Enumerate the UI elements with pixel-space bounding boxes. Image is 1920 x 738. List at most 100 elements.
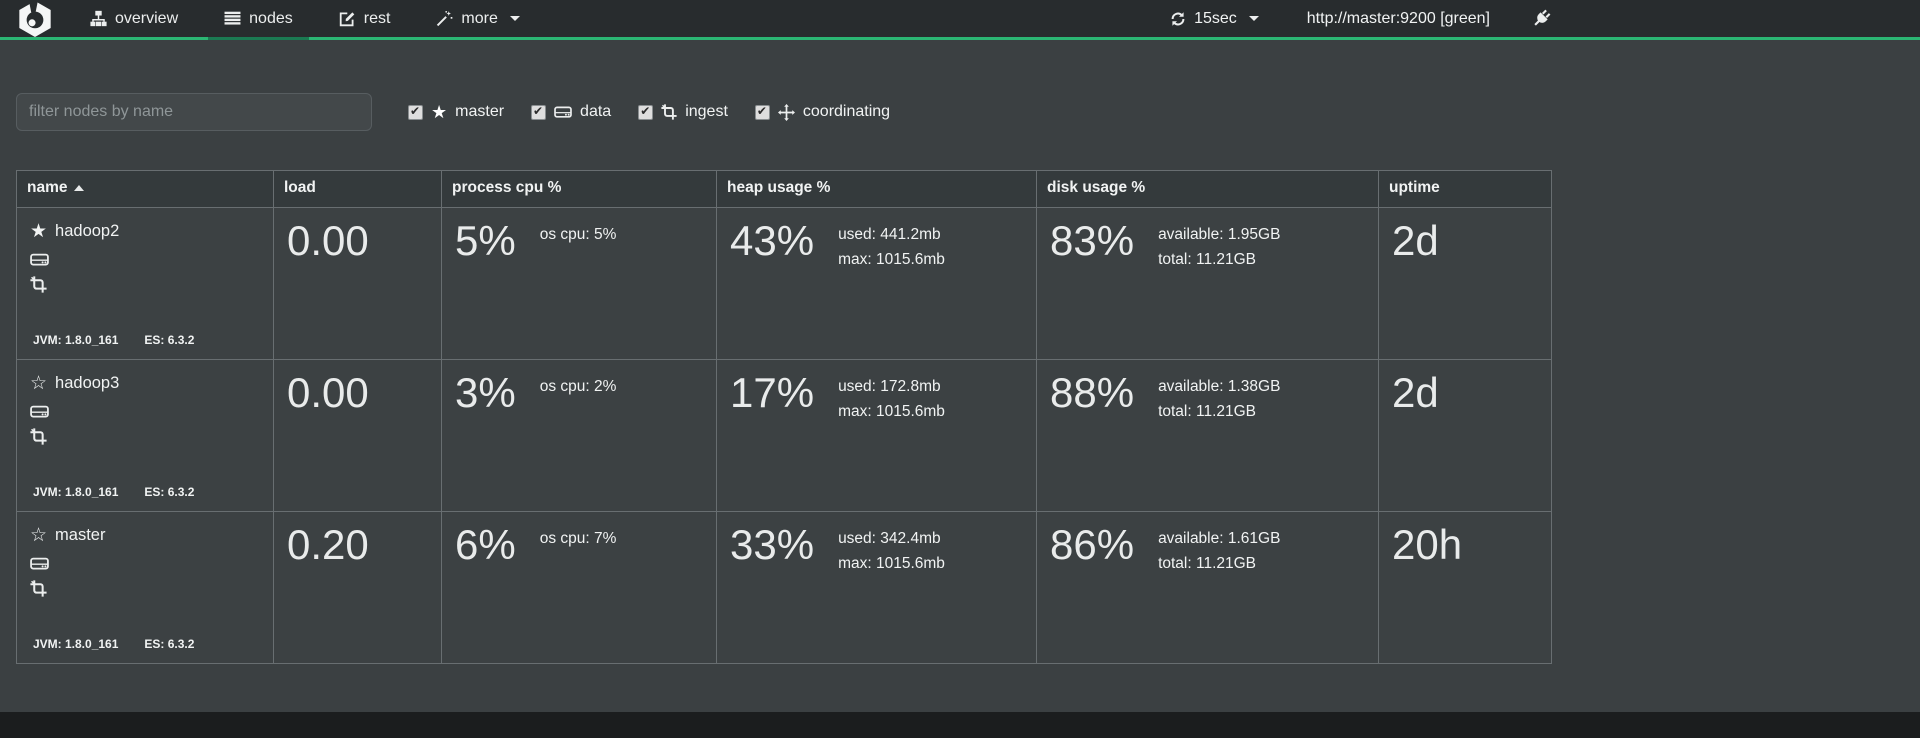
table-header-row: name load process cpu % heap usage % dis…	[16, 170, 1552, 208]
load-value: 0.00	[287, 217, 369, 264]
navbar: overview nodes	[0, 0, 1920, 40]
role-filter-ingest[interactable]: ingest	[638, 103, 728, 121]
jvm-es-versions: JVM: 1.8.0_161 ES: 6.3.2	[33, 485, 195, 499]
tab-overview-label: overview	[115, 9, 179, 27]
master-star-icon: ★	[30, 221, 48, 242]
filter-nodes-input[interactable]	[16, 93, 372, 131]
chevron-down-icon	[509, 16, 520, 21]
disk-value: 86%	[1050, 521, 1135, 568]
node-name-cell: ☆ hadoop3 JVM: 1.8.0_161 ES: 6.3.2	[17, 360, 273, 511]
column-header-cpu[interactable]: process cpu %	[441, 170, 717, 208]
uptime-value: 20h	[1392, 521, 1463, 568]
cpu-value: 3%	[455, 369, 516, 416]
heap-value: 33%	[730, 521, 815, 568]
ingest-checkbox[interactable]	[638, 104, 654, 120]
refresh-icon	[1170, 11, 1186, 27]
os-cpu-value: os cpu: 5%	[539, 226, 617, 243]
heap-max: max: 1015.6mb	[838, 251, 945, 268]
node-name: hadoop2	[55, 222, 120, 240]
tab-more[interactable]: more	[420, 0, 535, 37]
crop-icon	[30, 428, 263, 445]
disk-value: 83%	[1050, 217, 1135, 264]
role-master-label: master	[455, 103, 505, 120]
node-name: master	[55, 526, 106, 544]
role-filter-master[interactable]: ★ master	[408, 103, 504, 121]
role-filters: ★ master data	[408, 103, 890, 121]
master-eligible-star-icon: ☆	[30, 525, 48, 546]
plug-icon	[1532, 9, 1551, 28]
crop-icon	[30, 276, 263, 293]
pencil-square-icon	[339, 10, 356, 27]
role-coordinating-label: coordinating	[802, 103, 891, 120]
heap-max: max: 1015.6mb	[838, 555, 945, 572]
coordinating-checkbox[interactable]	[754, 104, 770, 120]
filter-bar: ★ master data	[16, 93, 1920, 131]
heap-max: max: 1015.6mb	[838, 403, 945, 420]
jvm-es-versions: JVM: 1.8.0_161 ES: 6.3.2	[33, 333, 195, 347]
role-ingest-label: ingest	[685, 103, 728, 120]
refresh-interval-value: 15sec	[1194, 9, 1237, 27]
disk-total: total: 11.21GB	[1158, 403, 1257, 420]
arrows-move-icon	[777, 103, 795, 121]
disk-total: total: 11.21GB	[1158, 555, 1257, 572]
uptime-value: 2d	[1392, 217, 1439, 264]
heap-used: used: 342.4mb	[838, 530, 941, 547]
disk-available: available: 1.38GB	[1158, 378, 1281, 395]
server-list-icon	[224, 10, 241, 27]
disk-available: available: 1.61GB	[1158, 530, 1281, 547]
crop-icon	[661, 104, 677, 120]
column-header-uptime[interactable]: uptime	[1378, 170, 1552, 208]
heap-value: 43%	[730, 217, 815, 264]
crop-icon	[30, 580, 263, 597]
column-header-load[interactable]: load	[273, 170, 442, 208]
os-cpu-value: os cpu: 2%	[539, 378, 617, 395]
role-filter-data[interactable]: data	[531, 103, 611, 121]
tab-rest-label: rest	[363, 9, 391, 27]
refresh-interval-dropdown[interactable]: 15sec	[1170, 10, 1259, 28]
sitemap-icon	[90, 10, 107, 27]
tab-rest[interactable]: rest	[323, 0, 407, 37]
magic-wand-icon	[436, 10, 453, 27]
hdd-icon	[554, 103, 572, 121]
table-row: ☆ master JVM: 1.8.0_161 ES: 6.3.2 0.20	[16, 511, 1552, 664]
tab-nodes-label: nodes	[249, 9, 293, 27]
hdd-icon	[30, 250, 263, 269]
column-header-name[interactable]: name	[16, 170, 274, 208]
load-value: 0.00	[287, 369, 369, 416]
disconnect-button[interactable]	[1532, 9, 1551, 28]
hdd-icon	[30, 554, 263, 573]
node-name: hadoop3	[55, 374, 120, 392]
role-filter-coordinating[interactable]: coordinating	[754, 103, 891, 121]
sort-asc-icon	[73, 184, 84, 191]
nav-tabs: overview nodes	[74, 0, 550, 40]
uptime-value: 2d	[1392, 369, 1439, 416]
data-checkbox[interactable]	[531, 104, 547, 120]
tab-overview[interactable]: overview	[74, 0, 194, 37]
cluster-address: http://master:9200 [green]	[1306, 9, 1490, 27]
load-value: 0.20	[287, 521, 369, 568]
heap-used: used: 441.2mb	[838, 226, 941, 243]
nodes-table: name load process cpu % heap usage % dis…	[16, 170, 1552, 664]
cpu-value: 6%	[455, 521, 516, 568]
chevron-down-icon	[1248, 16, 1259, 21]
footer-strip	[0, 712, 1920, 738]
hdd-icon	[30, 402, 263, 421]
column-header-heap[interactable]: heap usage %	[716, 170, 1037, 208]
master-checkbox[interactable]	[408, 104, 423, 120]
heap-used: used: 172.8mb	[838, 378, 941, 395]
table-row: ★ hadoop2 JVM: 1.8.0_161 ES: 6.3.2 0.00	[16, 207, 1552, 360]
node-name-cell: ☆ master JVM: 1.8.0_161 ES: 6.3.2	[17, 512, 273, 663]
table-row: ☆ hadoop3 JVM: 1.8.0_161 ES: 6.3.2 0.00	[16, 359, 1552, 512]
tab-nodes[interactable]: nodes	[208, 0, 309, 40]
heap-value: 17%	[730, 369, 815, 416]
cpu-value: 5%	[455, 217, 516, 264]
role-data-label: data	[580, 103, 612, 120]
os-cpu-value: os cpu: 7%	[539, 530, 617, 547]
master-eligible-star-icon: ☆	[30, 373, 48, 394]
tab-more-label: more	[461, 9, 498, 27]
cerebro-logo-icon	[14, 0, 56, 37]
disk-total: total: 11.21GB	[1158, 251, 1257, 268]
node-name-cell: ★ hadoop2 JVM: 1.8.0_161 ES: 6.3.2	[17, 208, 273, 359]
column-header-disk[interactable]: disk usage %	[1036, 170, 1379, 208]
jvm-es-versions: JVM: 1.8.0_161 ES: 6.3.2	[33, 637, 195, 651]
